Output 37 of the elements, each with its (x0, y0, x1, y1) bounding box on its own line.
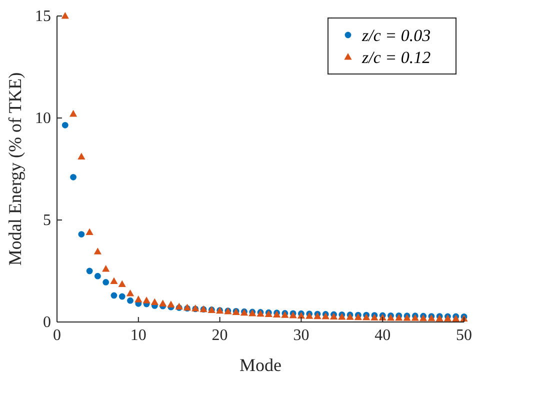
point (118, 280, 126, 288)
x-tick-label: 30 (293, 327, 310, 344)
point (167, 300, 175, 308)
point (86, 268, 93, 274)
x-axis-title: Mode (240, 355, 282, 375)
point (61, 12, 69, 19)
x-tick-label: 40 (374, 327, 391, 344)
point (78, 231, 85, 238)
y-axis-title: Modal Energy (% of TKE) (5, 72, 25, 266)
point (94, 272, 101, 280)
point (102, 279, 110, 286)
point (110, 277, 118, 284)
point (118, 293, 126, 300)
point (126, 289, 134, 296)
point (69, 110, 78, 117)
point (134, 296, 142, 302)
y-tick-label: 15 (35, 8, 51, 25)
x-tick-label: 50 (456, 327, 472, 344)
point (127, 297, 134, 304)
x-tick-label: 20 (212, 327, 228, 344)
point (86, 228, 94, 236)
point (159, 300, 167, 306)
point (102, 264, 110, 272)
point (150, 298, 158, 306)
y-tick-label: 5 (43, 212, 51, 229)
point (62, 122, 68, 128)
y-tick-label: 10 (35, 110, 51, 127)
x-tick-label: 10 (130, 327, 146, 344)
point (142, 296, 150, 304)
y-tick-label: 0 (43, 314, 51, 331)
point (70, 174, 76, 180)
point (94, 248, 102, 254)
legend-label: z/c = 0.03 (361, 26, 431, 45)
legend-label: z/c = 0.12 (361, 48, 432, 67)
point (78, 152, 86, 160)
point (110, 292, 118, 299)
point (370, 314, 378, 321)
